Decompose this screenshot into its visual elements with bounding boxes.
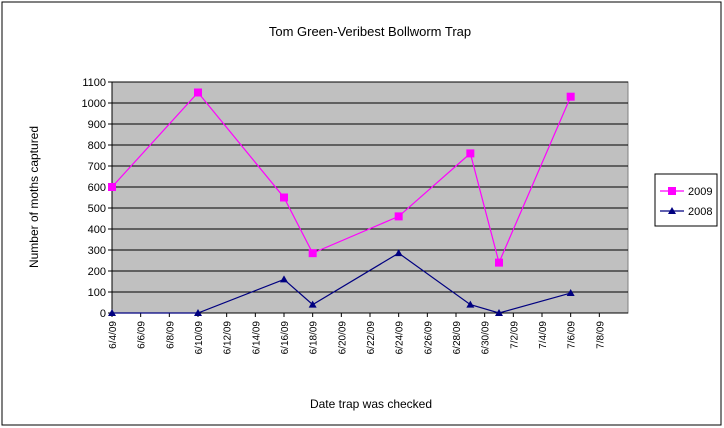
y-tick-label: 1100 [82,77,106,89]
data-point [194,88,202,97]
legend-marker [668,187,676,195]
data-point [394,249,403,257]
y-tick-label: 400 [88,224,106,236]
x-tick-label: 6/18/09 [309,321,320,355]
y-tick-label: 0 [100,308,106,320]
x-tick-label: 6/8/09 [165,321,176,349]
data-point [566,92,575,101]
x-tick-label: 6/20/09 [337,321,348,355]
data-point [194,309,202,316]
series-line [111,91,572,265]
series-line [112,252,571,314]
x-tick-label: 6/12/09 [223,321,234,355]
x-axis-label: Date trap was checked [310,397,432,411]
plot-area [111,81,629,314]
x-tick-label: 6/26/09 [423,321,434,355]
data-point [394,212,403,221]
y-tick-label: 100 [88,287,106,299]
legend-marker [668,207,676,214]
y-tick-label: 900 [88,119,106,131]
legend [654,173,718,227]
legend-label: 2009 [688,186,712,198]
x-tick-label: 6/28/09 [452,321,463,355]
y-tick-label: 500 [88,203,106,215]
x-tick-label: 6/30/09 [481,321,492,355]
data-point [566,289,575,297]
data-point [308,249,317,258]
y-tick-label: 700 [88,161,106,173]
x-tick-label: 7/8/09 [595,321,606,349]
y-tick-label: 1000 [82,98,106,110]
y-tick-label: 600 [88,182,106,194]
x-tick-label: 6/14/09 [251,321,262,355]
data-point [108,183,116,191]
data-point [495,258,503,267]
data-point [108,309,116,316]
data-point [466,300,475,308]
x-tick-label: 7/4/09 [538,321,549,349]
y-axis-label: Number of moths captured [27,126,41,268]
x-tick-label: 6/6/09 [137,321,148,349]
x-tick-label: 6/4/09 [108,321,119,349]
data-point [308,300,317,308]
x-tick-label: 7/6/09 [567,321,578,349]
y-tick-label: 200 [88,266,106,278]
y-tick-label: 800 [88,140,106,152]
chart-title: Tom Green-Veribest Bollworm Trap [269,24,471,39]
legend-label: 2008 [688,206,712,218]
data-point [495,309,503,316]
x-tick-label: 6/10/09 [194,321,205,355]
data-point [466,149,475,158]
y-tick-label: 300 [88,245,106,257]
data-point [280,275,288,283]
x-tick-label: 6/16/09 [280,321,291,355]
x-tick-label: 7/2/09 [509,321,520,349]
x-tick-label: 6/22/09 [366,321,377,355]
data-point [280,193,288,202]
x-tick-label: 6/24/09 [395,321,406,355]
